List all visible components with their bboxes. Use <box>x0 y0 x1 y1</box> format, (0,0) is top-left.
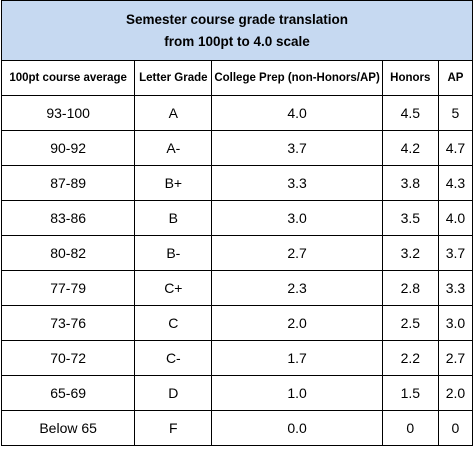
column-header-letter-grade: Letter Grade <box>134 60 213 96</box>
cell-ap: 3.0 <box>437 305 474 341</box>
cell-college-prep: 4.0 <box>211 95 383 131</box>
cell-honors: 3.8 <box>381 165 439 201</box>
cell-100pt-average: 83-86 <box>0 200 136 236</box>
table-row: 80-82 B- 2.7 3.2 3.7 <box>0 235 474 271</box>
cell-ap: 2.0 <box>437 375 474 411</box>
cell-ap: 3.3 <box>437 270 474 306</box>
table-row: 93-100 A 4.0 4.5 5 <box>0 95 474 131</box>
column-header-honors: Honors <box>381 60 439 96</box>
cell-letter-grade: C- <box>134 340 213 376</box>
cell-100pt-average: Below 65 <box>0 410 136 446</box>
grade-translation-table: Semester course grade translation from 1… <box>0 0 474 446</box>
cell-honors: 3.5 <box>381 200 439 236</box>
cell-college-prep: 2.7 <box>211 235 383 271</box>
cell-ap: 2.7 <box>437 340 474 376</box>
cell-letter-grade: B <box>134 200 213 236</box>
cell-college-prep: 3.7 <box>211 130 383 166</box>
table-row: 83-86 B 3.0 3.5 4.0 <box>0 200 474 236</box>
cell-ap: 4.0 <box>437 200 474 236</box>
cell-college-prep: 1.0 <box>211 375 383 411</box>
cell-letter-grade: B- <box>134 235 213 271</box>
table-row: 73-76 C 2.0 2.5 3.0 <box>0 305 474 341</box>
table-row: Below 65 F 0.0 0 0 <box>0 410 474 446</box>
table-row: 70-72 C- 1.7 2.2 2.7 <box>0 340 474 376</box>
cell-letter-grade: C <box>134 305 213 341</box>
table-title: Semester course grade translation from 1… <box>1 0 473 61</box>
table-title-row: Semester course grade translation from 1… <box>1 0 473 61</box>
cell-letter-grade: A- <box>134 130 213 166</box>
cell-100pt-average: 87-89 <box>0 165 136 201</box>
cell-100pt-average: 77-79 <box>0 270 136 306</box>
table-row: 77-79 C+ 2.3 2.8 3.3 <box>0 270 474 306</box>
cell-honors: 4.2 <box>381 130 439 166</box>
cell-100pt-average: 65-69 <box>0 375 136 411</box>
cell-honors: 3.2 <box>381 235 439 271</box>
cell-100pt-average: 93-100 <box>0 95 136 131</box>
column-header-row: 100pt course average Letter Grade Colleg… <box>0 60 474 96</box>
cell-100pt-average: 70-72 <box>0 340 136 376</box>
column-header-ap: AP <box>437 60 474 96</box>
cell-college-prep: 3.3 <box>211 165 383 201</box>
cell-letter-grade: C+ <box>134 270 213 306</box>
cell-letter-grade: A <box>134 95 213 131</box>
cell-college-prep: 3.0 <box>211 200 383 236</box>
table-row: 65-69 D 1.0 1.5 2.0 <box>0 375 474 411</box>
cell-ap: 5 <box>437 95 474 131</box>
cell-ap: 0 <box>437 410 474 446</box>
cell-honors: 2.5 <box>381 305 439 341</box>
cell-honors: 1.5 <box>381 375 439 411</box>
cell-honors: 2.8 <box>381 270 439 306</box>
cell-honors: 0 <box>381 410 439 446</box>
cell-letter-grade: B+ <box>134 165 213 201</box>
cell-college-prep: 1.7 <box>211 340 383 376</box>
cell-honors: 2.2 <box>381 340 439 376</box>
cell-college-prep: 0.0 <box>211 410 383 446</box>
cell-letter-grade: F <box>134 410 213 446</box>
cell-100pt-average: 80-82 <box>0 235 136 271</box>
cell-honors: 4.5 <box>381 95 439 131</box>
cell-letter-grade: D <box>134 375 213 411</box>
cell-college-prep: 2.3 <box>211 270 383 306</box>
table-title-line-2: from 100pt to 4.0 scale <box>164 33 310 49</box>
cell-100pt-average: 73-76 <box>0 305 136 341</box>
cell-100pt-average: 90-92 <box>0 130 136 166</box>
table-title-line-1: Semester course grade translation <box>125 11 349 27</box>
cell-ap: 4.7 <box>437 130 474 166</box>
cell-college-prep: 2.0 <box>211 305 383 341</box>
column-header-100pt-average: 100pt course average <box>0 60 136 96</box>
cell-ap: 3.7 <box>437 235 474 271</box>
table-row: 87-89 B+ 3.3 3.8 4.3 <box>0 165 474 201</box>
table-row: 90-92 A- 3.7 4.2 4.7 <box>0 130 474 166</box>
column-header-college-prep: College Prep (non-Honors/AP) <box>211 60 383 96</box>
cell-ap: 4.3 <box>437 165 474 201</box>
